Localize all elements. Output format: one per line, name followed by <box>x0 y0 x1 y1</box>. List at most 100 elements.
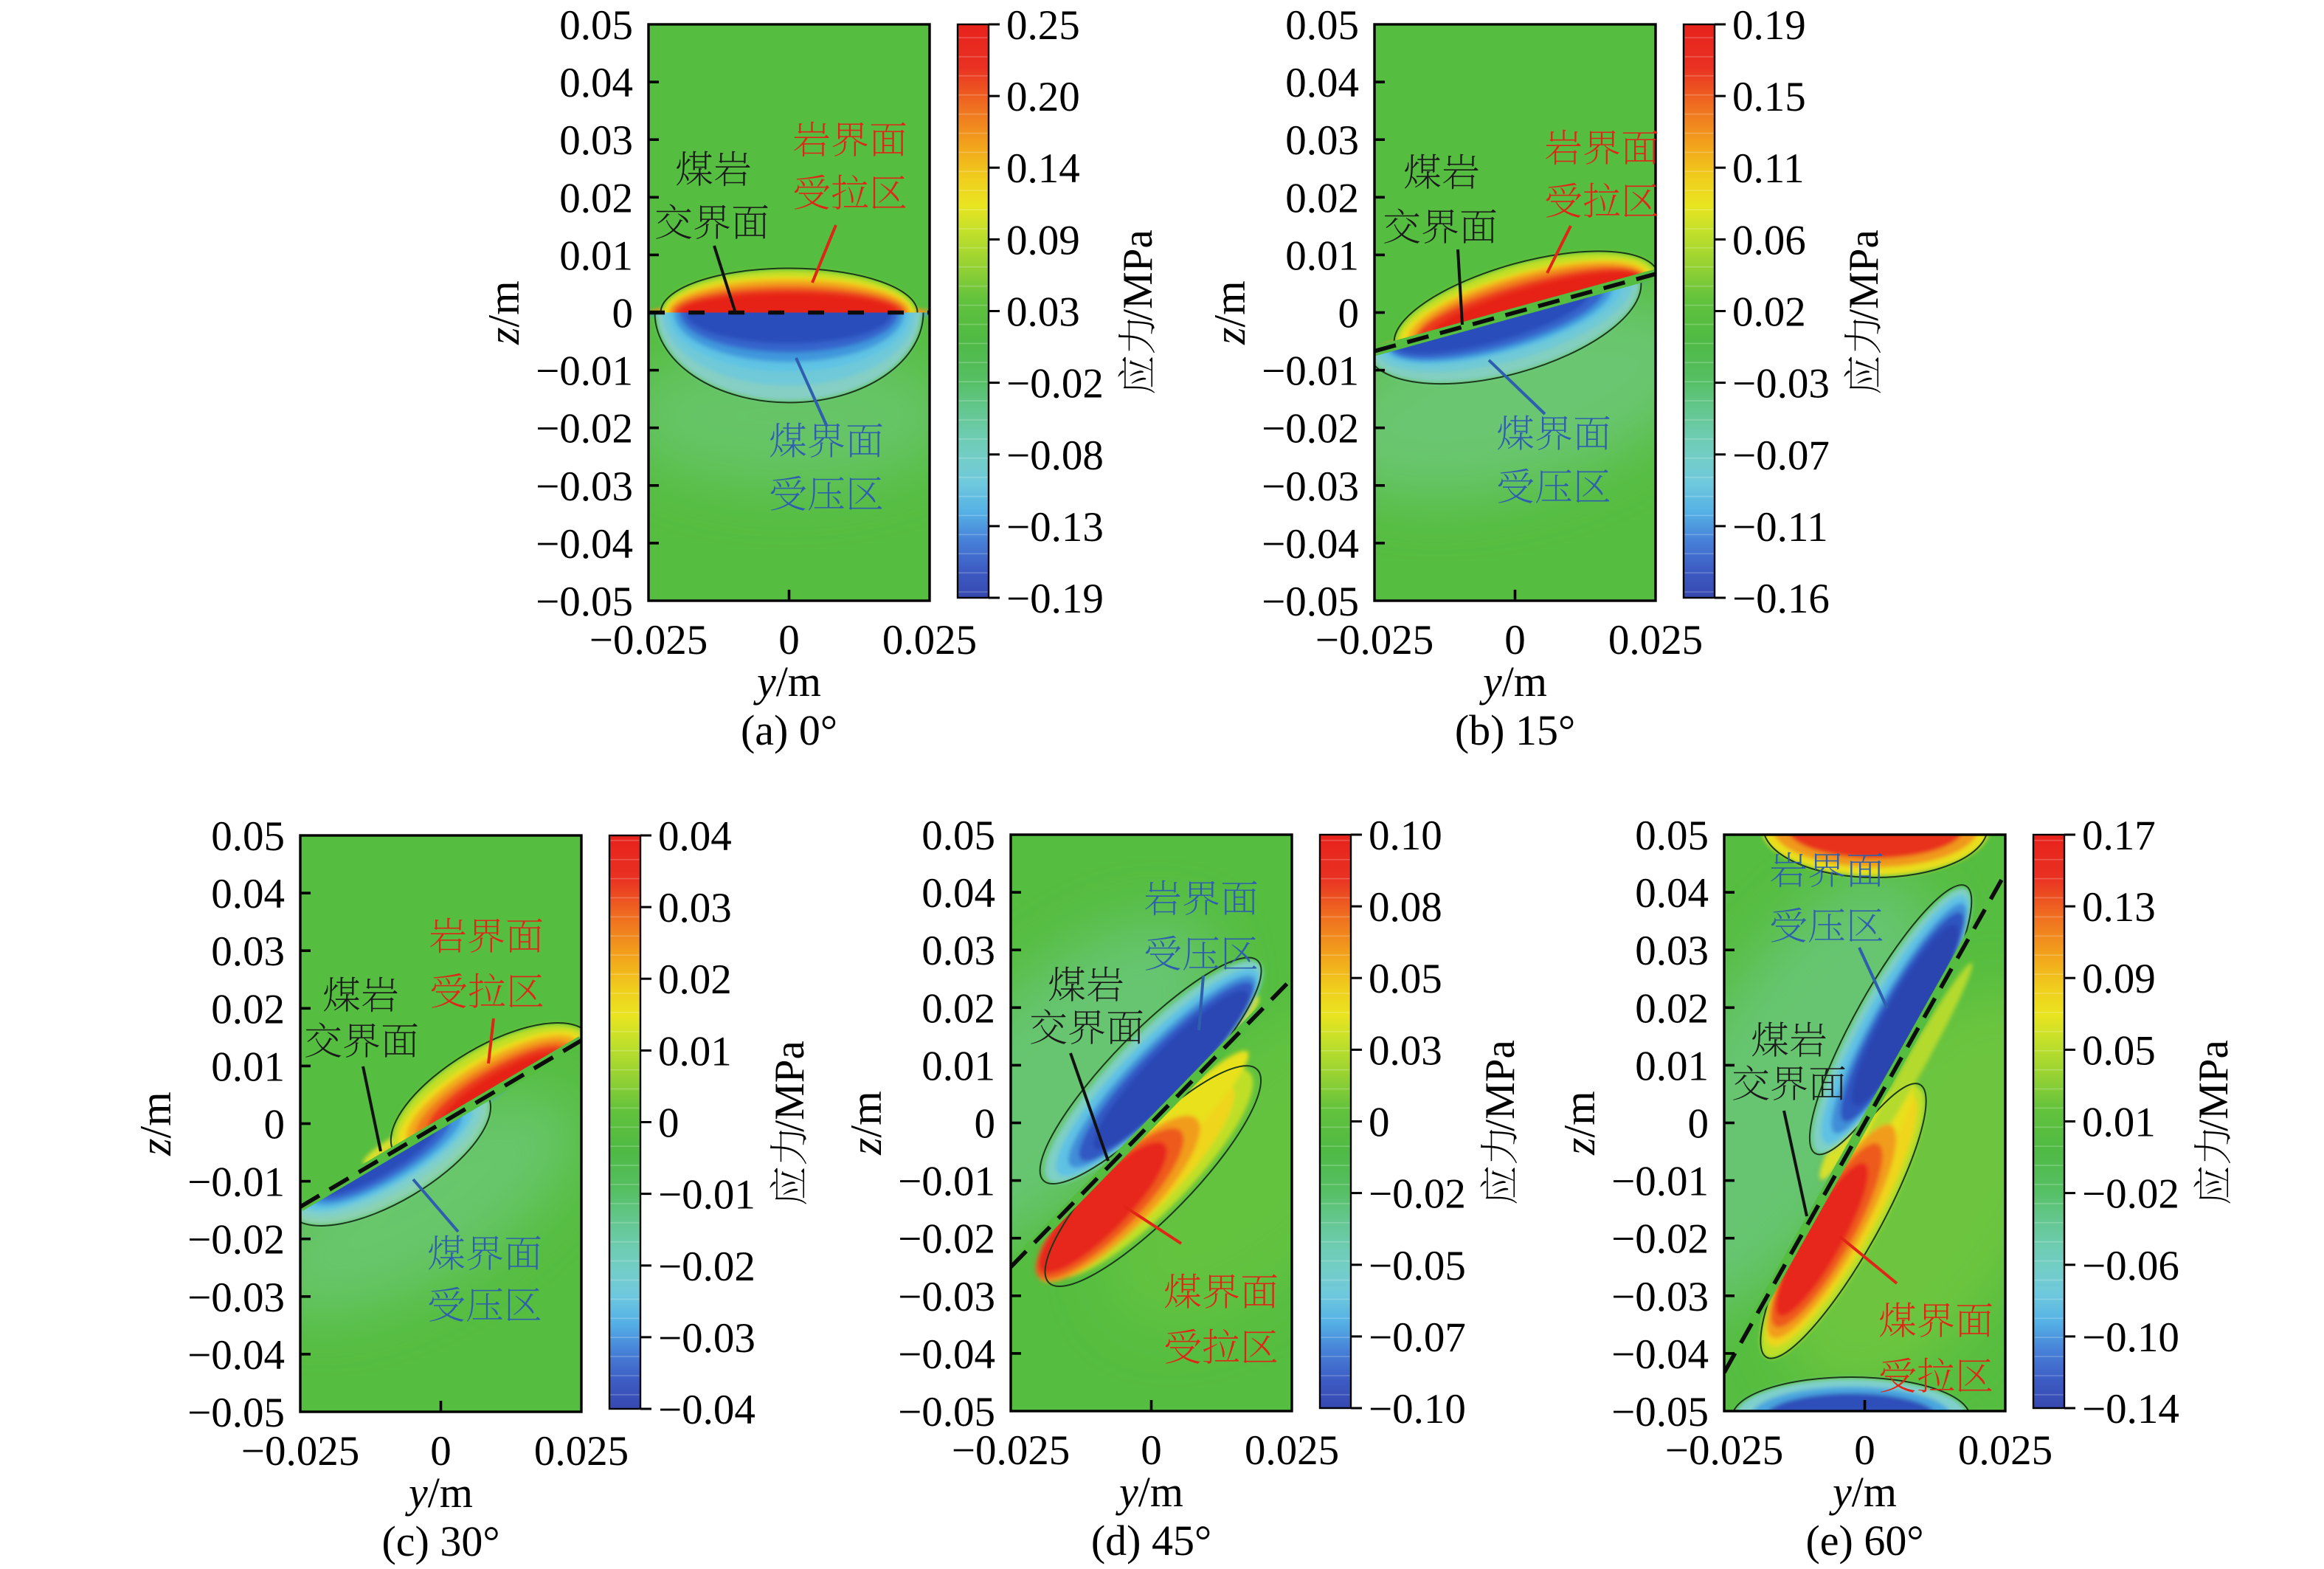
svg-text:y/m: y/m <box>1479 658 1547 706</box>
svg-text:0: 0 <box>1338 291 1360 337</box>
svg-text:0.20: 0.20 <box>1006 74 1080 120</box>
svg-text:0.03: 0.03 <box>559 117 633 164</box>
svg-text:−0.05: −0.05 <box>187 1390 285 1436</box>
svg-text:0.13: 0.13 <box>2082 884 2156 931</box>
svg-text:−0.025: −0.025 <box>241 1428 359 1475</box>
svg-text:0.17: 0.17 <box>2082 813 2156 859</box>
svg-text:z/m: z/m <box>1206 280 1254 345</box>
svg-text:0.04: 0.04 <box>1635 870 1709 917</box>
svg-text:−0.03: −0.03 <box>187 1275 285 1321</box>
svg-text:0.01: 0.01 <box>658 1028 732 1075</box>
svg-text:−0.01: −0.01 <box>898 1159 995 1205</box>
svg-text:0.25: 0.25 <box>1006 2 1080 49</box>
svg-text:0.04: 0.04 <box>921 870 995 917</box>
svg-text:0: 0 <box>1504 617 1526 663</box>
svg-text:0.03: 0.03 <box>211 928 285 975</box>
svg-text:−0.03: −0.03 <box>1611 1274 1709 1320</box>
svg-text:0.01: 0.01 <box>1635 1043 1709 1089</box>
svg-text:−0.05: −0.05 <box>1611 1389 1709 1435</box>
svg-text:0: 0 <box>1141 1427 1162 1474</box>
svg-text:−0.03: −0.03 <box>658 1315 755 1362</box>
svg-text:0.02: 0.02 <box>921 985 995 1032</box>
svg-text:−0.13: −0.13 <box>1006 504 1104 551</box>
svg-text:0.05: 0.05 <box>1285 2 1359 49</box>
svg-text:0: 0 <box>1854 1427 1875 1474</box>
svg-text:−0.02: −0.02 <box>1369 1171 1466 1218</box>
svg-text:0.05: 0.05 <box>2082 1027 2156 1074</box>
svg-text:−0.04: −0.04 <box>187 1332 285 1379</box>
svg-text:y/m: y/m <box>1829 1468 1897 1516</box>
svg-text:0: 0 <box>778 617 800 663</box>
svg-text:−0.02: −0.02 <box>1262 406 1359 452</box>
svg-text:0: 0 <box>658 1100 679 1147</box>
svg-text:0.03: 0.03 <box>1635 928 1709 974</box>
svg-text:0.01: 0.01 <box>2082 1100 2156 1146</box>
svg-text:0.02: 0.02 <box>1285 175 1359 221</box>
svg-text:−0.08: −0.08 <box>1006 432 1104 479</box>
svg-text:−0.05: −0.05 <box>1262 579 1359 625</box>
svg-text:−0.025: −0.025 <box>589 617 708 663</box>
svg-text:/MPa: /MPa <box>1841 230 1887 321</box>
svg-text:0.02: 0.02 <box>211 986 285 1032</box>
svg-text:0.04: 0.04 <box>1285 60 1359 106</box>
svg-text:0.02: 0.02 <box>1732 289 1806 336</box>
svg-text:−0.01: −0.01 <box>187 1159 285 1206</box>
svg-text:0.025: 0.025 <box>1245 1427 1339 1474</box>
svg-text:0.025: 0.025 <box>1958 1427 2052 1474</box>
svg-text:0.04: 0.04 <box>658 813 732 860</box>
svg-text:0.11: 0.11 <box>1732 145 1805 192</box>
svg-text:−0.06: −0.06 <box>2082 1243 2179 1289</box>
svg-text:0.05: 0.05 <box>211 813 285 860</box>
svg-text:−0.02: −0.02 <box>898 1216 995 1263</box>
svg-text:0.01: 0.01 <box>1285 232 1359 279</box>
svg-text:z/m: z/m <box>842 1091 890 1156</box>
svg-text:z/m: z/m <box>131 1092 180 1156</box>
svg-text:0.01: 0.01 <box>559 232 633 279</box>
svg-text:−0.10: −0.10 <box>1369 1386 1466 1432</box>
svg-text:0.01: 0.01 <box>211 1044 285 1090</box>
svg-text:0.10: 0.10 <box>1369 813 1442 859</box>
svg-text:−0.02: −0.02 <box>1611 1216 1709 1263</box>
svg-text:−0.01: −0.01 <box>1262 348 1359 395</box>
svg-text:0.03: 0.03 <box>921 928 995 974</box>
svg-text:−0.01: −0.01 <box>536 348 633 395</box>
svg-text:(d) 45°: (d) 45° <box>1091 1517 1211 1565</box>
svg-text:−0.10: −0.10 <box>2082 1314 2179 1361</box>
svg-text:−0.02: −0.02 <box>1006 361 1104 407</box>
svg-text:−0.05: −0.05 <box>1369 1243 1466 1289</box>
svg-text:0.09: 0.09 <box>2082 956 2156 1002</box>
svg-text:0.06: 0.06 <box>1732 217 1806 263</box>
svg-text:0.03: 0.03 <box>658 885 732 931</box>
svg-text:−0.11: −0.11 <box>1732 504 1828 551</box>
svg-text:/MPa: /MPa <box>1115 230 1161 321</box>
svg-text:0.04: 0.04 <box>559 60 633 106</box>
svg-text:(b) 15°: (b) 15° <box>1455 706 1575 754</box>
svg-text:(e) 60°: (e) 60° <box>1805 1517 1923 1565</box>
svg-text:(a) 0°: (a) 0° <box>741 706 837 754</box>
svg-text:−0.07: −0.07 <box>1369 1314 1466 1361</box>
svg-text:0: 0 <box>1369 1100 1390 1146</box>
svg-text:y/m: y/m <box>1116 1468 1183 1516</box>
svg-text:0: 0 <box>1688 1101 1709 1148</box>
svg-text:−0.04: −0.04 <box>1262 521 1359 568</box>
svg-text:−0.04: −0.04 <box>1611 1331 1709 1378</box>
svg-text:0.05: 0.05 <box>1369 956 1442 1002</box>
svg-text:−0.01: −0.01 <box>1611 1159 1709 1205</box>
svg-text:−0.14: −0.14 <box>2082 1386 2179 1432</box>
svg-text:−0.025: −0.025 <box>952 1427 1070 1474</box>
svg-text:0: 0 <box>975 1101 996 1148</box>
svg-text:0: 0 <box>430 1428 452 1475</box>
svg-text:0: 0 <box>612 291 634 337</box>
svg-text:0.14: 0.14 <box>1006 145 1080 192</box>
svg-text:−0.07: −0.07 <box>1732 432 1830 479</box>
svg-text:/MPa: /MPa <box>1477 1040 1524 1131</box>
svg-text:0.03: 0.03 <box>1285 117 1359 164</box>
svg-text:0.05: 0.05 <box>921 813 995 859</box>
svg-text:−0.16: −0.16 <box>1732 576 1830 622</box>
svg-text:−0.03: −0.03 <box>1262 463 1359 510</box>
svg-text:0.05: 0.05 <box>1635 813 1709 859</box>
svg-text:−0.02: −0.02 <box>187 1217 285 1263</box>
svg-text:y/m: y/m <box>405 1469 473 1517</box>
svg-text:0.09: 0.09 <box>1006 217 1080 263</box>
svg-text:0: 0 <box>264 1102 286 1148</box>
